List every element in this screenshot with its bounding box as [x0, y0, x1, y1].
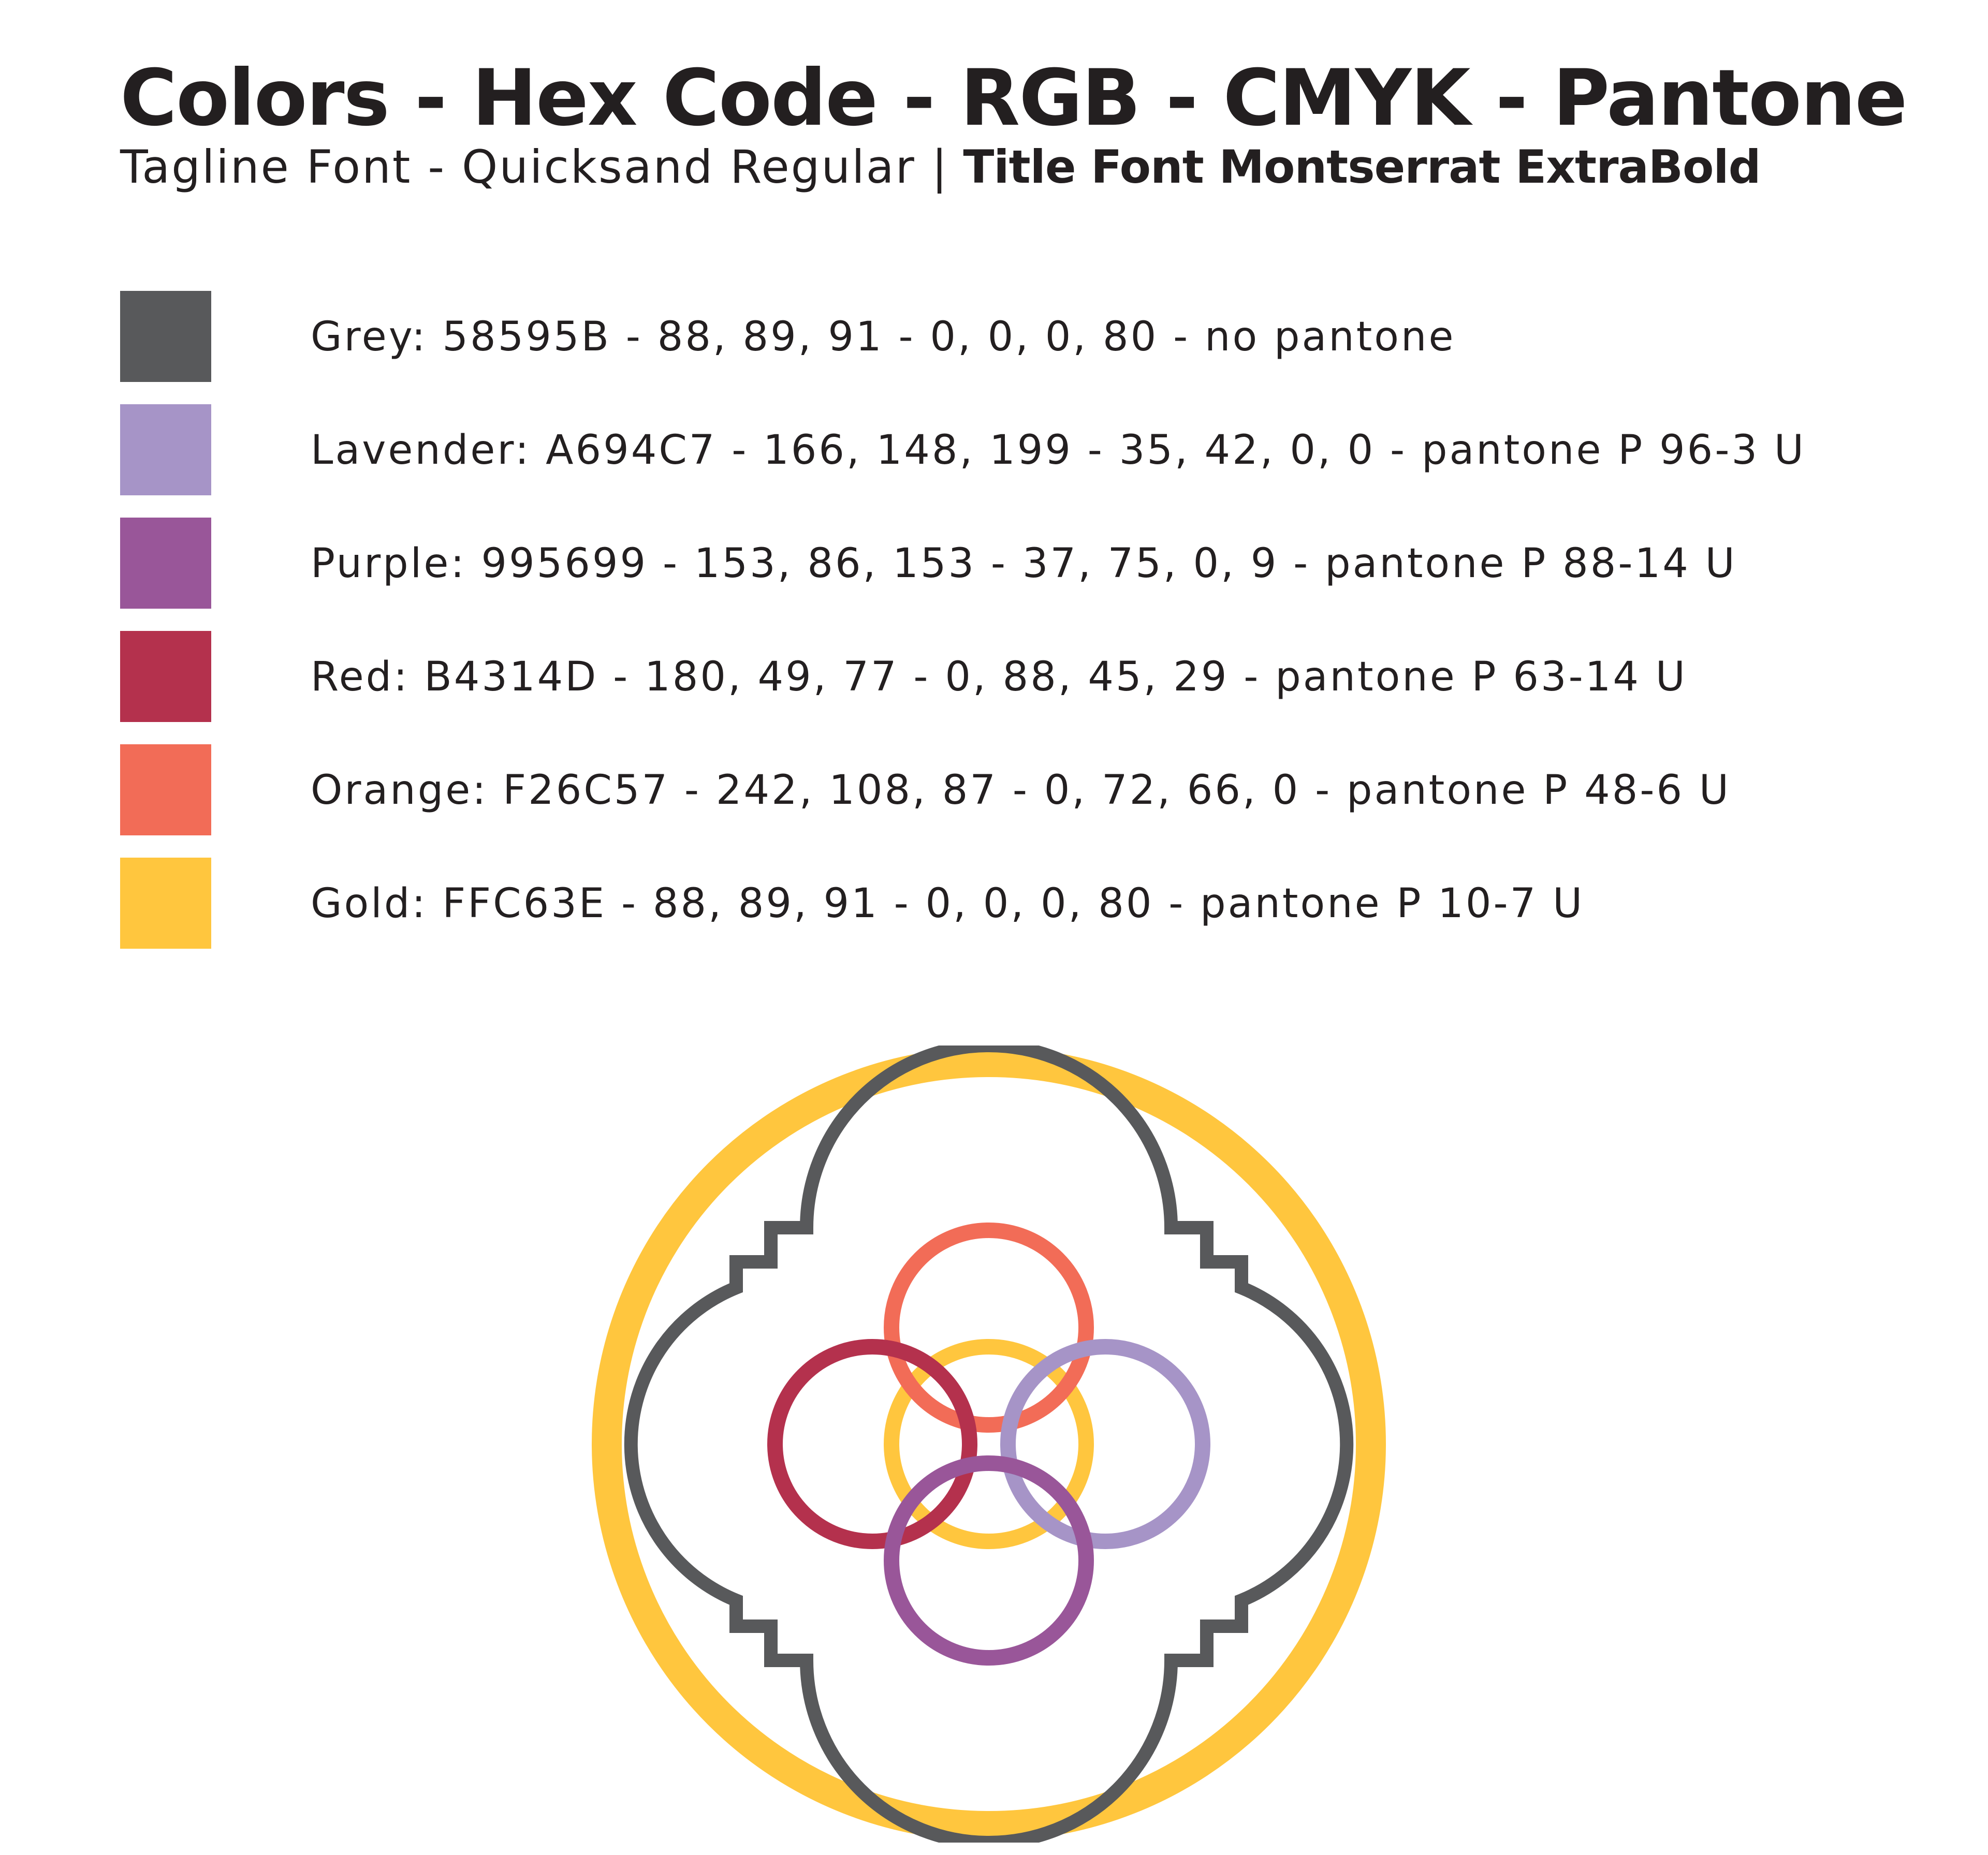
orange-color-spec: Orange: F26C57 - 242, 108, 87 - 0, 72, 6… — [311, 767, 1731, 814]
red-ring — [767, 1339, 977, 1549]
lavender-ring — [1000, 1339, 1210, 1549]
outer-gold-ring — [592, 1047, 1386, 1841]
grey-color-spec: Grey: 58595B - 88, 89, 91 - 0, 0, 0, 80 … — [311, 314, 1456, 360]
purple-swatch — [120, 518, 211, 609]
font-info: Tagline Font - Quicksand Regular | Title… — [120, 139, 1761, 196]
page-title: Colors - Hex Code - RGB - CMYK - Pantone — [120, 53, 1907, 143]
gold-color-spec: Gold: FFC63E - 88, 89, 91 - 0, 0, 0, 80 … — [311, 880, 1585, 927]
red-color-spec: Red: B4314D - 180, 49, 77 - 0, 88, 45, 2… — [311, 654, 1687, 700]
gold-ring — [884, 1339, 1094, 1549]
orange-ring — [884, 1223, 1094, 1433]
purple-ring — [884, 1455, 1094, 1666]
red-swatch — [120, 631, 211, 722]
lavender-color-spec: Lavender: A694C7 - 166, 148, 199 - 35, 4… — [311, 427, 1806, 474]
orange-swatch — [120, 744, 211, 835]
logo-emblem — [592, 1046, 1386, 1843]
lavender-swatch — [120, 404, 211, 495]
gold-swatch — [120, 858, 211, 949]
purple-color-spec: Purple: 995699 - 153, 86, 153 - 37, 75, … — [311, 540, 1737, 587]
quatrefoil-frame — [624, 1046, 1354, 1843]
tagline-font-label: Tagline Font - Quicksand Regular | — [120, 140, 949, 194]
grey-swatch — [120, 291, 211, 382]
title-font-label: Title Font Montserrat ExtraBold — [963, 140, 1761, 194]
